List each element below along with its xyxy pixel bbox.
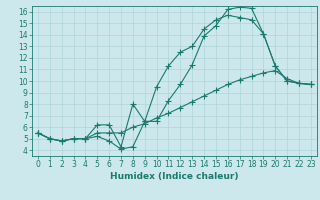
X-axis label: Humidex (Indice chaleur): Humidex (Indice chaleur) — [110, 172, 239, 181]
